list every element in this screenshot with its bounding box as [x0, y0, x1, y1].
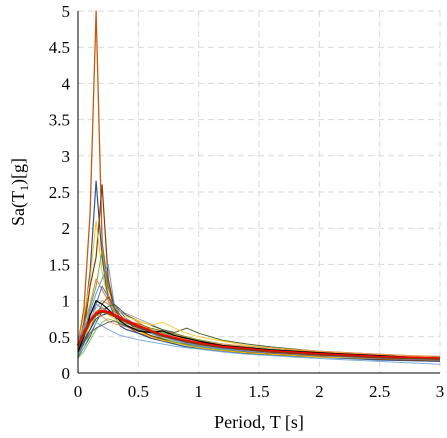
series-line-11: [77, 307, 441, 358]
y-tick-label: 2.5: [49, 183, 70, 202]
series-line-20: [77, 300, 441, 360]
x-tick-label: 0.5: [128, 382, 149, 401]
y-tick-label: 0.5: [49, 328, 70, 347]
x-tick-label: 3: [436, 382, 445, 401]
x-axis-title: Period, T [s]: [214, 412, 304, 432]
x-tick-label: 2.5: [369, 382, 390, 401]
x-tick-label: 0: [74, 382, 83, 401]
y-axis-title-tail: )[g]: [8, 158, 29, 185]
series-line-16: [77, 314, 441, 357]
x-tick-labels: 0 0.5 1 1.5 2 2.5 3: [74, 382, 445, 401]
y-tick-label: 1: [62, 292, 71, 311]
y-tick-label: 5: [62, 2, 71, 21]
y-tick-label: 0: [62, 364, 71, 383]
y-tick-labels: 0 0.5 1 1.5 2 2.5 3 3.5 4 4.5 5: [49, 2, 71, 383]
y-axis-title-main: Sa(T: [8, 191, 29, 226]
series-group: [76, 10, 441, 365]
x-tick-label: 1: [194, 382, 203, 401]
x-tick-label: 2: [315, 382, 324, 401]
series-line-4: [77, 220, 441, 361]
y-tick-label: 4.5: [49, 38, 70, 57]
axes: [77, 11, 440, 374]
series-line-22: [77, 311, 441, 360]
grid: [78, 10, 441, 373]
y-tick-label: 2: [62, 219, 71, 238]
x-tick-label: 1.5: [248, 382, 269, 401]
y-tick-label: 3.5: [49, 111, 70, 130]
y-tick-label: 4: [62, 74, 71, 93]
y-tick-label: 3: [62, 147, 71, 166]
y-axis-title-subscript: 1: [17, 185, 31, 191]
y-axis-title: Sa(T1)[g]: [8, 158, 31, 226]
y-tick-label: 1.5: [49, 255, 70, 274]
